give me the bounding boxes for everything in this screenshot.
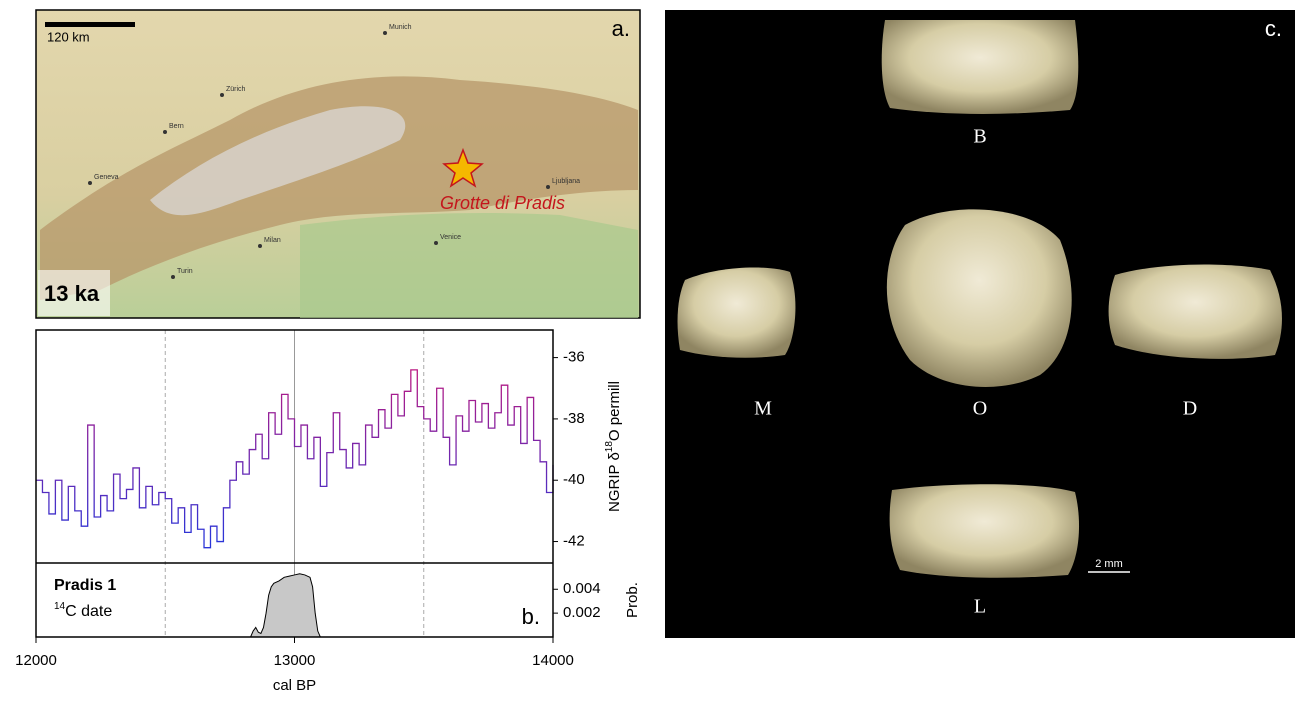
y-label-text: NGRIP δ [606, 452, 623, 512]
city-label: Geneva [94, 174, 119, 181]
y-tick-label: -40 [563, 471, 585, 488]
y-tick-label: -38 [563, 410, 585, 427]
city-label: Turin [177, 268, 193, 275]
scale-bar [45, 22, 135, 27]
city-dot [220, 93, 224, 97]
data-line [36, 369, 554, 549]
subtitle-text: C date [65, 603, 112, 620]
map-panel: 120 km a. 13 ka Grotte di Pradis Munich Z… [35, 9, 641, 319]
site-label: Grotte di Pradis [440, 193, 565, 213]
view-label: O [973, 398, 987, 420]
tooth-mesial [677, 267, 796, 358]
view-label: M [754, 398, 772, 420]
city-dot [88, 181, 92, 185]
y-tick-label: -36 [563, 349, 585, 366]
plain [300, 213, 638, 318]
tooth-occlusal [886, 209, 1072, 387]
subtitle-sup: 14 [54, 601, 66, 612]
city-dot [546, 185, 550, 189]
city-label: Milan [264, 237, 281, 244]
x-tick-label: 14000 [532, 652, 574, 669]
tooth-buccal [881, 20, 1079, 114]
snow-area [150, 106, 406, 216]
tooth-distal [1108, 264, 1282, 359]
y-tick-label: -42 [563, 533, 585, 550]
site-star [442, 147, 484, 188]
y-label-sup: 18 [604, 441, 615, 453]
probability-area [249, 573, 322, 638]
city-dot [434, 241, 438, 245]
age-label: 13 ka [44, 281, 100, 306]
age-box [38, 270, 110, 316]
view-label: D [1183, 398, 1197, 420]
city-label: Zürich [226, 86, 246, 93]
chart-subtitle: 14C date [54, 601, 112, 621]
chart-title: Pradis 1 [54, 577, 116, 594]
photo-panel: 2 mm c. B M O D L [665, 10, 1295, 638]
x-tick-label: 13000 [274, 652, 316, 669]
x-tick-label: 12000 [15, 652, 57, 669]
city-label: Bern [169, 123, 184, 130]
city-dot [171, 275, 175, 279]
y-tick-label: 0.002 [563, 604, 601, 621]
y-tick-label: 0.004 [563, 580, 601, 597]
y-label-text: O permill [606, 381, 623, 441]
city-dot [258, 244, 262, 248]
view-label: B [973, 126, 986, 148]
view-label: L [974, 596, 986, 618]
city-label: Venice [440, 234, 461, 241]
panel-label: a. [612, 16, 630, 41]
x-axis-label: cal BP [273, 677, 316, 694]
scale-label: 120 km [47, 29, 90, 44]
tooth-lingual [889, 484, 1080, 578]
scale-label: 2 mm [1095, 558, 1123, 570]
plot-frame [35, 329, 554, 638]
chart-panel: -42 -40 -38 -36 12000 13000 14000 cal BP NGRIP δ… [15, 329, 641, 694]
y-axis-label: NGRIP δ18O permill [604, 381, 623, 512]
city-label: Munich [389, 24, 412, 31]
y-axis-label: Prob. [624, 582, 641, 618]
panel-label: b. [522, 604, 540, 629]
alps-relief [40, 76, 638, 300]
city-dot [163, 130, 167, 134]
panel-label: c. [1265, 16, 1282, 41]
city-dot [383, 31, 387, 35]
city-label: Ljubljana [552, 178, 580, 185]
